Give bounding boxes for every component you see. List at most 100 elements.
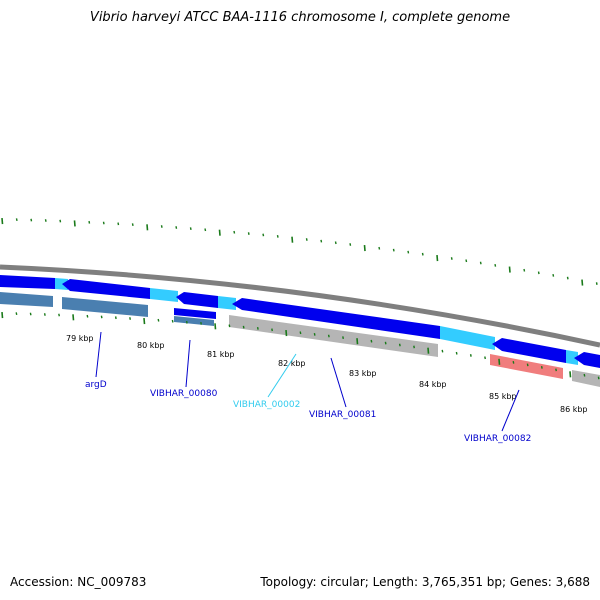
minor-tick bbox=[342, 336, 344, 340]
intergenic-feature[interactable] bbox=[55, 278, 68, 290]
major-tick bbox=[356, 338, 359, 345]
minor-tick bbox=[86, 314, 89, 318]
minor-tick bbox=[175, 226, 178, 229]
minor-tick bbox=[334, 241, 337, 245]
intergenic-feature[interactable] bbox=[440, 326, 495, 350]
kbp-label: 86 kbp bbox=[560, 405, 588, 414]
minor-tick bbox=[228, 324, 231, 328]
minor-tick bbox=[441, 349, 444, 353]
major-tick bbox=[146, 224, 149, 231]
leader-line bbox=[267, 353, 297, 398]
outer-tick-row bbox=[1, 217, 598, 286]
minor-tick bbox=[15, 312, 18, 316]
minor-tick bbox=[189, 227, 192, 231]
cds-feature[interactable] bbox=[232, 298, 440, 339]
minor-tick bbox=[58, 313, 60, 317]
minor-tick bbox=[262, 233, 265, 237]
genome-backbone bbox=[0, 264, 600, 348]
major-tick bbox=[1, 217, 4, 225]
gene-feature-vibhar-00082[interactable] bbox=[490, 354, 563, 379]
minor-tick bbox=[555, 368, 557, 372]
minor-tick bbox=[523, 268, 526, 272]
minor-tick bbox=[15, 218, 18, 222]
gene-label-vibhar-00082[interactable]: VIBHAR_00082 bbox=[464, 434, 531, 444]
map-title: Vibrio harveyi ATCC BAA-1116 chromosome … bbox=[89, 10, 511, 25]
minor-tick bbox=[29, 312, 32, 316]
gene-label-argD[interactable]: argD bbox=[85, 380, 107, 390]
gene-label-vibhar-00002[interactable]: VIBHAR_00002 bbox=[233, 400, 300, 410]
accession-text: Accession: NC_009783 bbox=[10, 575, 147, 589]
major-tick bbox=[214, 323, 217, 330]
intergenic-feature[interactable] bbox=[218, 296, 236, 310]
leader-line bbox=[95, 331, 102, 378]
minor-tick bbox=[384, 341, 387, 345]
major-tick bbox=[363, 245, 366, 252]
minor-tick bbox=[157, 318, 160, 322]
gene-label-vibhar-00080[interactable]: VIBHAR_00080 bbox=[150, 389, 218, 399]
minor-tick bbox=[526, 363, 529, 367]
minor-tick bbox=[537, 271, 540, 275]
kbp-label: 79 kbp bbox=[66, 334, 94, 343]
minor-tick bbox=[171, 319, 174, 323]
intergenic-feature[interactable] bbox=[566, 350, 578, 365]
cds-feature[interactable] bbox=[0, 275, 55, 289]
minor-tick bbox=[455, 351, 458, 355]
minor-tick bbox=[392, 248, 395, 252]
cds-feature[interactable] bbox=[176, 292, 218, 308]
major-tick bbox=[498, 358, 501, 365]
minor-tick bbox=[583, 373, 586, 377]
minor-tick bbox=[566, 276, 569, 280]
minor-tick bbox=[469, 354, 472, 357]
major-tick bbox=[291, 236, 294, 243]
minor-tick bbox=[450, 257, 453, 260]
major-tick bbox=[508, 266, 511, 273]
gene-feature-small[interactable] bbox=[174, 316, 214, 326]
minor-tick bbox=[494, 263, 497, 267]
kbp-label: 85 kbp bbox=[489, 392, 517, 401]
minor-tick bbox=[200, 322, 202, 325]
gene-feature[interactable] bbox=[572, 370, 600, 387]
intergenic-feature[interactable] bbox=[150, 288, 178, 302]
gene-label-vibhar-00081[interactable]: VIBHAR_00081 bbox=[309, 410, 376, 420]
minor-tick bbox=[407, 250, 410, 254]
gene-label-leaders bbox=[95, 331, 520, 432]
kbp-label: 84 kbp bbox=[419, 380, 447, 389]
minor-tick bbox=[299, 331, 302, 335]
minor-tick bbox=[102, 221, 105, 225]
kbp-label: 80 kbp bbox=[137, 341, 165, 350]
gene-labels: argD VIBHAR_00080 VIBHAR_00002 VIBHAR_00… bbox=[85, 380, 531, 444]
gene-feature[interactable] bbox=[62, 297, 148, 317]
cds-feature[interactable] bbox=[62, 279, 150, 299]
major-tick bbox=[427, 347, 430, 354]
major-tick bbox=[218, 229, 221, 236]
minor-tick bbox=[398, 343, 401, 347]
inner-tick-row bbox=[1, 311, 600, 380]
major-tick bbox=[581, 279, 584, 286]
genome-backbone-inner bbox=[0, 270, 600, 350]
minor-tick bbox=[129, 317, 131, 320]
cds-feature[interactable] bbox=[492, 338, 566, 363]
kbp-label: 82 kbp bbox=[278, 359, 306, 368]
second-cds-track bbox=[0, 292, 600, 387]
minor-tick bbox=[44, 219, 47, 222]
topology-stats-text: Topology: circular; Length: 3,765,351 bp… bbox=[260, 575, 590, 589]
leader-line bbox=[501, 389, 520, 432]
minor-tick bbox=[413, 345, 415, 349]
gene-feature[interactable] bbox=[0, 292, 53, 307]
minor-tick bbox=[185, 320, 188, 324]
minor-tick bbox=[247, 232, 250, 235]
cds-feature[interactable] bbox=[574, 352, 600, 368]
minor-tick bbox=[204, 228, 207, 232]
minor-tick bbox=[465, 259, 468, 263]
gene-feature-vibhar-00080[interactable] bbox=[174, 308, 216, 319]
minor-tick bbox=[233, 230, 236, 234]
minor-tick bbox=[276, 234, 279, 238]
minor-tick bbox=[117, 222, 120, 226]
major-tick bbox=[436, 254, 439, 262]
minor-tick bbox=[479, 261, 482, 265]
minor-tick bbox=[597, 376, 600, 380]
gene-feature-vibhar-00081[interactable] bbox=[229, 315, 438, 357]
minor-tick bbox=[131, 223, 134, 227]
minor-tick bbox=[540, 365, 543, 369]
